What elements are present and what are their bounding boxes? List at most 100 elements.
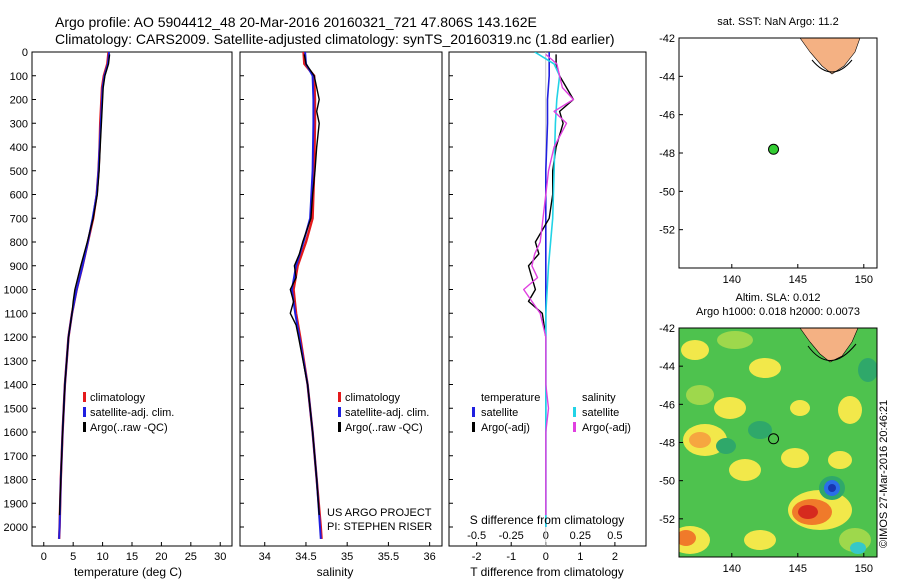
depth-tick-label: 2000 bbox=[4, 522, 28, 534]
argo-float-marker bbox=[768, 143, 780, 155]
tasmania-coastline bbox=[799, 38, 861, 75]
legend-swatch-satellite bbox=[338, 407, 341, 417]
difference-series bbox=[523, 52, 575, 546]
sla-map-panel: Altim. SLA: 0.012 Argo h1000: 0.018 h200… bbox=[659, 292, 878, 575]
map-x-tick-label: 145 bbox=[789, 563, 807, 575]
depth-tick-label: 700 bbox=[10, 213, 28, 225]
x-tick-label: 1 bbox=[577, 551, 583, 563]
x-tick-label: 5 bbox=[70, 551, 76, 563]
legend-title-temperature: temperature bbox=[481, 392, 540, 404]
x-tick-label: -2 bbox=[472, 551, 482, 563]
series-line-s-argo-adj bbox=[523, 53, 575, 516]
x-tick-label: 34 bbox=[259, 551, 271, 563]
x-tick-label: 2 bbox=[612, 551, 618, 563]
depth-tick-label: 1200 bbox=[4, 332, 28, 344]
legend-label-argo: Argo(..raw -QC) bbox=[345, 422, 423, 434]
legend-swatch-t-argo bbox=[472, 422, 475, 432]
sla-patch bbox=[717, 331, 753, 349]
temperature-axes-frame bbox=[31, 51, 233, 547]
depth-tick-label: 1100 bbox=[4, 308, 28, 320]
x-tick-label: 36 bbox=[424, 551, 436, 563]
sst-map-title: sat. SST: NaN Argo: 11.2 bbox=[717, 16, 838, 28]
depth-tick-label: 1000 bbox=[4, 285, 28, 297]
map-x-tick-label: 150 bbox=[855, 563, 873, 575]
depth-tick-label: 200 bbox=[10, 95, 28, 107]
temperature-series bbox=[57, 52, 111, 539]
sla-patch bbox=[689, 432, 711, 448]
salinity-series bbox=[289, 52, 323, 539]
map-x-tick-label: 145 bbox=[789, 274, 807, 286]
map-y-tick-label: -42 bbox=[659, 323, 675, 335]
legend-label-satellite: satellite-adj. clim. bbox=[345, 407, 429, 419]
salinity-panel: 34 34.5 35 35.5 36 salinity climatology sate… bbox=[239, 51, 443, 579]
depth-tick-label: 500 bbox=[10, 166, 28, 178]
x-tick-label: 30 bbox=[214, 551, 226, 563]
temperature-xlabel: temperature (deg C) bbox=[74, 565, 182, 579]
sst-map-panel: sat. SST: NaN Argo: 11.2 140 145 150 -42 -44… bbox=[659, 16, 878, 286]
temperature-x-axis: 0 5 10 15 20 25 30 bbox=[32, 51, 226, 563]
depth-tick-label: 800 bbox=[10, 237, 28, 249]
difference-x-axis: -2 -1 0 1 2 bbox=[449, 51, 618, 563]
sla-patch bbox=[781, 448, 809, 468]
x-tick-label: 35.5 bbox=[378, 551, 399, 563]
sla-patch bbox=[798, 505, 818, 519]
x-tick-label: -1 bbox=[506, 551, 516, 563]
sla-map-title: Altim. SLA: 0.012 bbox=[736, 292, 821, 304]
depth-tick-label: 1300 bbox=[4, 356, 28, 368]
sst-map-background bbox=[679, 38, 877, 268]
temperature-panel: 0100200300400500600700800900100011001200… bbox=[4, 47, 233, 579]
depth-tick-label: 300 bbox=[10, 118, 28, 130]
legend-swatch-s-satellite bbox=[573, 407, 576, 417]
sst-map-float bbox=[768, 143, 780, 155]
sla-patch bbox=[748, 421, 772, 439]
sla-patches bbox=[679, 331, 877, 554]
depth-axis: 0 100 200 300 400 500 600 700 800 900 1000 1100 1200… bbox=[4, 47, 28, 534]
sla-patch bbox=[714, 397, 746, 419]
depth-tick-label: 1700 bbox=[4, 451, 28, 463]
legend-label-argo: Argo(..raw -QC) bbox=[90, 422, 168, 434]
depth-tick-label: 1800 bbox=[4, 475, 28, 487]
x-tick-label: 34.5 bbox=[295, 551, 316, 563]
difference-panel: -2 -1 0 1 2 -0.5 -0.25 0 0.25 0.5 T difference f… bbox=[448, 51, 647, 579]
tasmania-shelf-contour bbox=[811, 59, 853, 73]
s-axis-tick-label: 0.5 bbox=[607, 530, 622, 542]
map-x-tick-label: 140 bbox=[723, 563, 741, 575]
tasmania-shelf-contour bbox=[807, 343, 857, 361]
s-axis-tick-label: -0.5 bbox=[467, 530, 486, 542]
argo-float-marker bbox=[768, 433, 780, 445]
legend-title-salinity: salinity bbox=[582, 392, 616, 404]
x-tick-label: 15 bbox=[126, 551, 138, 563]
legend-swatch-argo bbox=[338, 422, 341, 432]
map-y-tick-label: -52 bbox=[659, 225, 675, 237]
sla-field bbox=[679, 328, 877, 554]
series-line-argo-raw-qc bbox=[58, 54, 111, 516]
sla-map-axes: 140 145 150 -42 -44 -46 -48 -50 -52 bbox=[659, 323, 873, 575]
tasmania-coastline bbox=[799, 328, 859, 363]
sst-map-axes: 140 145 150 -42 -44 -46 -48 -50 -52 bbox=[659, 33, 873, 286]
salinity-x-axis: 34 34.5 35 35.5 36 bbox=[240, 51, 436, 563]
copyright-stamp: ©IMOS 27-Mar-2016 20:46:21 bbox=[878, 399, 890, 548]
sla-patch bbox=[716, 438, 736, 454]
legend-swatch-climatology bbox=[338, 392, 341, 402]
project-annotation: US ARGO PROJECT bbox=[327, 507, 432, 519]
sla-patch bbox=[749, 358, 781, 378]
map-y-tick-label: -46 bbox=[659, 110, 675, 122]
series-line-argo-raw-qc bbox=[289, 54, 320, 516]
map-x-tick-label: 150 bbox=[855, 274, 873, 286]
depth-tick-label: 600 bbox=[10, 190, 28, 202]
legend-label-satellite: satellite-adj. clim. bbox=[90, 407, 174, 419]
sla-map-frame bbox=[678, 327, 878, 558]
x-tick-label: 10 bbox=[96, 551, 108, 563]
difference-legend: temperature satellite Argo(-adj) salinit… bbox=[472, 392, 631, 434]
sst-map-frame bbox=[678, 37, 878, 269]
depth-tick-label: 900 bbox=[10, 261, 28, 273]
x-tick-label: 20 bbox=[155, 551, 167, 563]
sla-map-subtitle: Argo h1000: 0.018 h2000: 0.0073 bbox=[696, 306, 860, 318]
climatology-subtitle: Climatology: CARS2009. Satellite-adjuste… bbox=[55, 31, 615, 47]
map-y-tick-label: -48 bbox=[659, 148, 675, 160]
difference-xlabel: T difference from climatology bbox=[470, 565, 624, 579]
x-tick-label: 25 bbox=[185, 551, 197, 563]
sla-patch bbox=[681, 340, 709, 360]
temperature-legend: climatology satellite-adj. clim. Argo(..… bbox=[83, 392, 174, 434]
